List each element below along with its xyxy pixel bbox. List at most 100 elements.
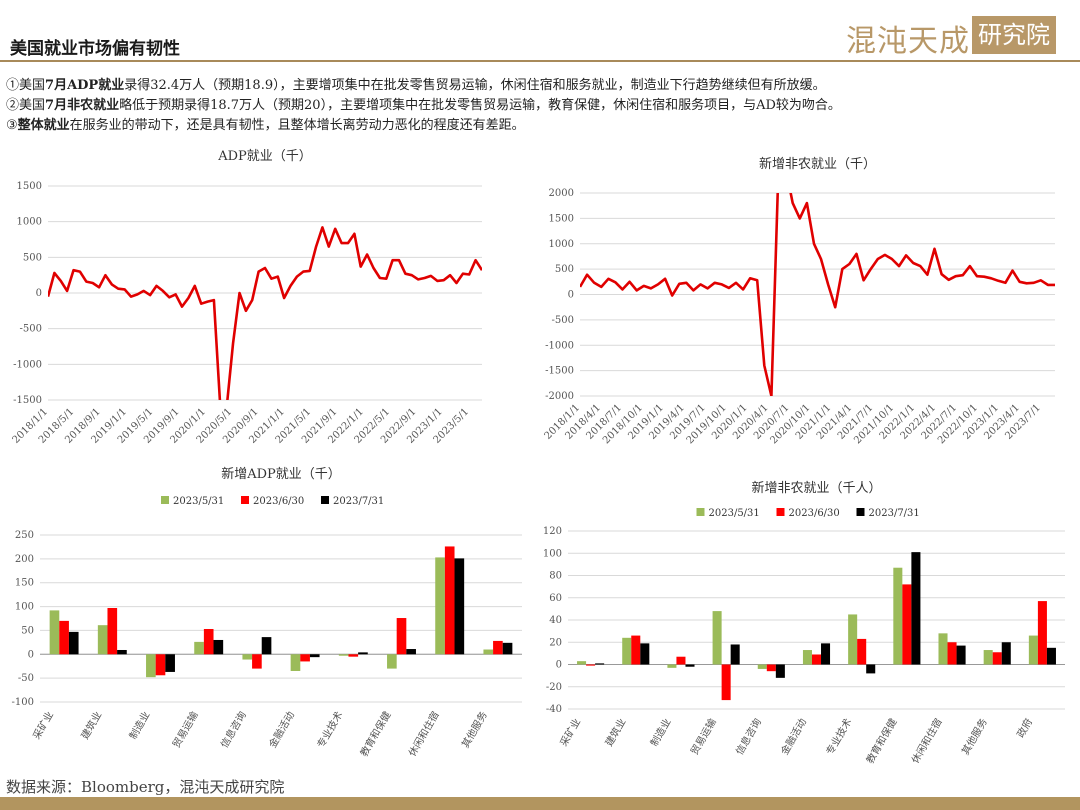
bar: [97, 625, 108, 655]
y-tick-label: 80: [549, 571, 562, 582]
category-label: 教育和保健: [357, 709, 393, 759]
category-label: 贸易运输: [688, 716, 719, 757]
bar: [947, 642, 957, 665]
y-tick-label: 100: [543, 548, 562, 559]
y-tick-label: 500: [23, 252, 42, 263]
nfp-line-chart: 新增非农就业（千） 2000 1500 1000 500 0 -500 -1000 -1500 -…: [520, 148, 1065, 458]
bar: [194, 641, 204, 655]
data-source: 数据来源：Bloomberg，混沌天成研究院: [6, 778, 285, 796]
chart-title: ADP就业（千）: [217, 149, 312, 164]
y-tick-label: -50: [18, 673, 34, 684]
legend-label: 2023/6/30: [789, 508, 840, 519]
bar: [712, 611, 722, 665]
y-tick-label: 250: [15, 530, 34, 541]
y-tick-label: 20: [549, 637, 562, 648]
bar: [802, 650, 812, 665]
bar: [757, 664, 767, 669]
chart-title: 新增非农就业（千）: [759, 156, 876, 172]
bar: [454, 558, 465, 655]
legend-swatch: [856, 508, 865, 516]
bullet-text: 录得32.4万人（预期18.9），主要增项集中在批发零售贸易运输，休闲住宿和服务…: [124, 78, 826, 93]
bar: [68, 631, 79, 655]
bar: [766, 664, 776, 672]
y-tick-label: -500: [20, 324, 42, 335]
bar: [577, 661, 587, 665]
category-label: 信息咨询: [218, 709, 249, 750]
y-tick-label: -40: [546, 704, 562, 715]
footer-bar: [0, 797, 1080, 810]
legend-label: 2023/7/31: [333, 496, 384, 507]
logo-text: 混沌天成: [846, 24, 970, 59]
bullet-1: ①美国7月ADP就业录得32.4万人（预期18.9），主要增项集中在批发零售贸易…: [6, 76, 1076, 96]
y-tick-label: 1000: [17, 217, 42, 228]
header-divider: [0, 60, 1080, 62]
legend-swatch: [321, 496, 329, 504]
bar: [165, 654, 175, 672]
bar: [586, 664, 596, 666]
bar: [911, 552, 921, 665]
legend-swatch: [776, 508, 785, 516]
bar: [893, 567, 903, 665]
y-tick-label: 1500: [17, 181, 42, 192]
y-tick-label: 500: [555, 264, 574, 275]
category-label: 专业技术: [823, 716, 854, 757]
y-tick-label: 0: [568, 290, 574, 301]
y-tick-label: 40: [549, 615, 562, 626]
bar: [1037, 601, 1047, 665]
category-label: 建筑业: [602, 716, 628, 748]
bar: [956, 645, 966, 665]
bar: [992, 652, 1002, 665]
bar: [203, 628, 214, 655]
bar: [938, 633, 948, 665]
page-title: 美国就业市场偏有韧性: [10, 39, 180, 59]
bullet-bold: 7月非农就业: [45, 98, 120, 113]
bar: [622, 637, 632, 665]
y-tick-label: 60: [549, 593, 562, 604]
bar: [1001, 642, 1011, 665]
y-tick-label: -2000: [545, 391, 574, 402]
y-tick-label: -500: [552, 315, 574, 326]
bar: [502, 642, 513, 655]
bar: [252, 654, 262, 669]
bar: [685, 664, 695, 667]
bullet-num: ①: [6, 78, 20, 93]
y-tick-label: 0: [556, 660, 562, 671]
bar: [290, 654, 301, 671]
category-label: 信息咨询: [733, 716, 764, 757]
category-label: 采矿业: [30, 709, 56, 741]
legend-label: 2023/6/30: [253, 496, 304, 507]
y-tick-label: 50: [21, 625, 34, 636]
bar: [49, 610, 60, 655]
bullet-num: ③: [6, 118, 18, 133]
bar: [300, 654, 310, 662]
bar: [444, 546, 455, 655]
category-label: 其他服务: [959, 716, 990, 757]
y-tick-label: -20: [546, 682, 562, 693]
bar: [309, 654, 320, 658]
bar: [821, 643, 831, 665]
category-label: 金融活动: [778, 716, 809, 757]
y-tick-label: 100: [15, 602, 34, 613]
chart-title: 新增ADP就业（千）: [221, 466, 341, 482]
adp-bar-svg: 新增ADP就业（千） 2023/5/31 2023/6/30 2023/7/31 250…: [12, 466, 522, 759]
bar: [493, 640, 503, 655]
bar: [406, 649, 416, 655]
y-tick-label: 2000: [549, 188, 574, 199]
bar: [348, 654, 359, 657]
category-label: 休闲和住宿: [908, 716, 944, 766]
bar: [213, 639, 224, 655]
series-line: [48, 226, 482, 400]
adp-bar-chart: 新增ADP就业（千） 2023/5/31 2023/6/30 2023/7/31 250…: [0, 460, 530, 775]
y-tick-label: 1000: [549, 239, 574, 250]
bullet-text: 略低于预期录得18.7万人（预期20），主要增项集中在批发零售贸易运输，教育保健…: [119, 98, 841, 113]
y-tick-label: 1500: [549, 213, 574, 224]
bar: [902, 584, 912, 665]
y-tick-label: -1000: [545, 340, 574, 351]
bar: [387, 654, 397, 669]
y-tick-label: 0: [28, 649, 34, 660]
bar: [261, 637, 272, 655]
bar: [640, 643, 650, 665]
bullet-2: ②美国7月非农就业略低于预期录得18.7万人（预期20），主要增项集中在批发零售…: [6, 96, 1076, 116]
y-tick-label: -1500: [13, 395, 42, 406]
bar: [811, 654, 822, 665]
